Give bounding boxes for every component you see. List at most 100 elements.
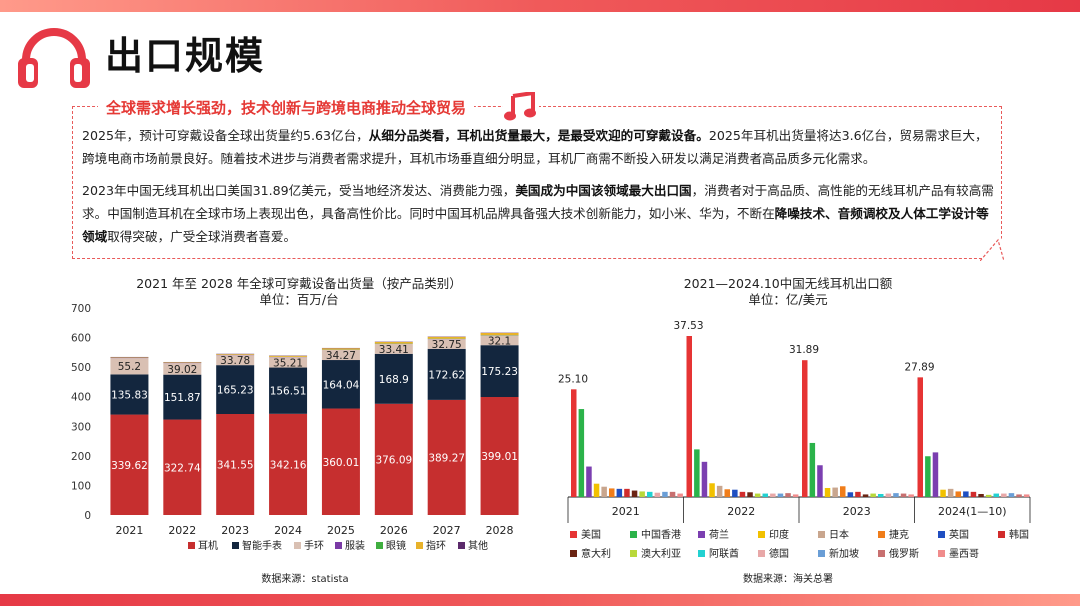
chart2-bar-荷兰 (817, 465, 823, 497)
chart2-bar-澳大利亚 (985, 494, 992, 497)
chart2-bar-意大利 (978, 493, 984, 497)
chart2-bar-德国 (770, 493, 776, 497)
bottom-accent-bar (0, 594, 1080, 606)
chart1-data-label: 135.83 (111, 389, 148, 401)
chart2-legend-swatch (758, 531, 765, 538)
chart2-legend-swatch (570, 531, 577, 538)
chart2-bar-中国香港 (578, 409, 585, 497)
chart2-bar-澳大利亚 (870, 493, 876, 497)
chart2-legend-label: 印度 (769, 528, 789, 541)
chart1-xtick: 2027 (433, 524, 461, 537)
chart2-bar-捷克 (955, 491, 961, 497)
chart1-data-label: 156.51 (270, 386, 307, 398)
chart1-data-label: 389.27 (428, 452, 465, 464)
chart2-bar-意大利 (747, 492, 753, 497)
chart2-bar-美国 (917, 377, 923, 497)
chart2-legend-swatch (630, 531, 637, 538)
chart2-bar-英国 (847, 492, 854, 497)
chart2-bar-中国香港 (694, 449, 700, 497)
chart1-data-label: 55.2 (118, 361, 141, 373)
chart1-bar-耳机 (427, 399, 466, 515)
chart2-legend-label: 新加坡 (829, 547, 859, 560)
chart1-legend-swatch (294, 542, 301, 549)
chart1-bar-智能手表 (269, 367, 308, 414)
chart1-ytick: 100 (71, 480, 91, 492)
chart2-bar-日本 (947, 488, 954, 497)
chart1-data-label: 168.9 (379, 374, 409, 386)
chart2-legend-swatch (570, 550, 577, 557)
chart1-data-label: 35.21 (273, 357, 303, 369)
chart1-data-label: 34.27 (326, 350, 356, 362)
chart2-bar-墨西哥 (1023, 494, 1030, 497)
chart2-bar-新加坡 (1008, 493, 1015, 497)
chart2-legend-swatch (878, 550, 885, 557)
chart2-legend-label: 俄罗斯 (889, 547, 919, 560)
chart2-bar-俄罗斯 (785, 493, 791, 497)
paragraph2-run-2: ，消费者对于高品质、高性能的无线耳机产品有较高需求。中国制造耳机在全球市场上表现… (82, 183, 994, 221)
chart1-legend-label: 其他 (468, 539, 488, 552)
chart1-bar-指环 (269, 355, 308, 357)
chart2-top-label: 27.89 (904, 361, 934, 373)
chart2-bar-德国 (1001, 493, 1007, 497)
chart2-bar-英国 (732, 489, 738, 497)
music-note-icon (503, 92, 539, 122)
chart1-data-label: 32.1 (488, 335, 511, 347)
chart2-bar-阿联酋 (878, 493, 884, 497)
earphone-export-chart: 2021—2024.10中国无线耳机出口额 单位：亿/美元 2021 2022 20… (558, 276, 1031, 585)
chart2-legend-swatch (818, 531, 825, 538)
chart1-bar-指环 (163, 362, 202, 363)
chart1-data-label: 360.01 (323, 457, 360, 469)
chart2-bar-日本 (716, 485, 723, 497)
chart1-legend-label: 耳机 (198, 539, 218, 552)
chart2-bar-印度 (709, 483, 715, 497)
chart2-legend-swatch (698, 531, 705, 538)
chart2-legend-label: 美国 (581, 528, 601, 541)
chart2-bar-德国 (885, 493, 892, 497)
chart1-bar-耳机 (321, 408, 360, 515)
chart2-bar-印度 (824, 487, 831, 497)
chart1-legend-swatch (376, 542, 383, 549)
chart1-data-label: 399.01 (481, 451, 518, 463)
chart1-legend-swatch (335, 542, 342, 549)
paragraph1-run-2: 2025年耳机出货量将达3.6亿台，贸易需求巨大，跨境电商市场前景良好。随着技术… (82, 128, 988, 166)
chart2-bar-墨西哥 (792, 494, 799, 497)
chart1-legend-label: 指环 (426, 539, 446, 552)
chart2-bar-墨西哥 (677, 493, 683, 497)
chart2-legend-swatch (998, 531, 1005, 538)
top-accent-bar (0, 0, 1080, 12)
chart2-bar-捷克 (840, 486, 846, 497)
chart1-bar-智能手表 (321, 360, 360, 409)
chart1-xtick: 2025 (327, 524, 355, 537)
chart2-bar-英国 (616, 488, 623, 497)
chart2-xtick: 2022 (727, 505, 755, 518)
chart1-data-label: 339.62 (111, 460, 148, 472)
chart2-legend-label: 日本 (829, 528, 849, 541)
page-title: 出口规模 (105, 34, 266, 78)
chart2-legend-label: 英国 (949, 528, 969, 541)
chart1-bar-耳机 (216, 413, 255, 515)
chart2-bar-中国香港 (925, 456, 931, 497)
chart2-top-label: 25.10 (558, 373, 588, 385)
chart1-bar-指环 (321, 348, 360, 350)
chart1-ytick: 500 (71, 362, 91, 374)
chart2-bar-美国 (686, 336, 692, 497)
chart1-bar-手环 (480, 335, 519, 346)
chart2-bar-德国 (654, 492, 661, 497)
chart2-bar-美国 (571, 389, 577, 497)
chart1-bar-手环 (269, 357, 308, 368)
chart1-data-label: 151.87 (164, 392, 201, 404)
chart1-source: 数据来源：statista (261, 572, 348, 585)
paragraph1-run-1: 从细分品类看，耳机出货量最大，是最受欢迎的可穿戴设备。 (368, 128, 709, 143)
chart1-bar-智能手表 (163, 374, 202, 420)
chart1-ytick: 700 (71, 303, 91, 315)
chart2-bar-韩国 (970, 491, 977, 497)
chart1-bar-耳机 (269, 413, 308, 515)
chart1-bar-智能手表 (110, 374, 149, 415)
chart1-ytick: 200 (71, 451, 91, 463)
chart2-legend-label: 阿联酋 (709, 547, 739, 560)
chart1-legend-label: 眼镜 (386, 539, 406, 552)
chart2-top-label: 31.89 (789, 344, 819, 356)
chart2-bar-英国 (963, 491, 969, 497)
chart1-ytick: 400 (71, 392, 91, 404)
chart2-title: 2021—2024.10中国无线耳机出口额 (684, 276, 893, 291)
